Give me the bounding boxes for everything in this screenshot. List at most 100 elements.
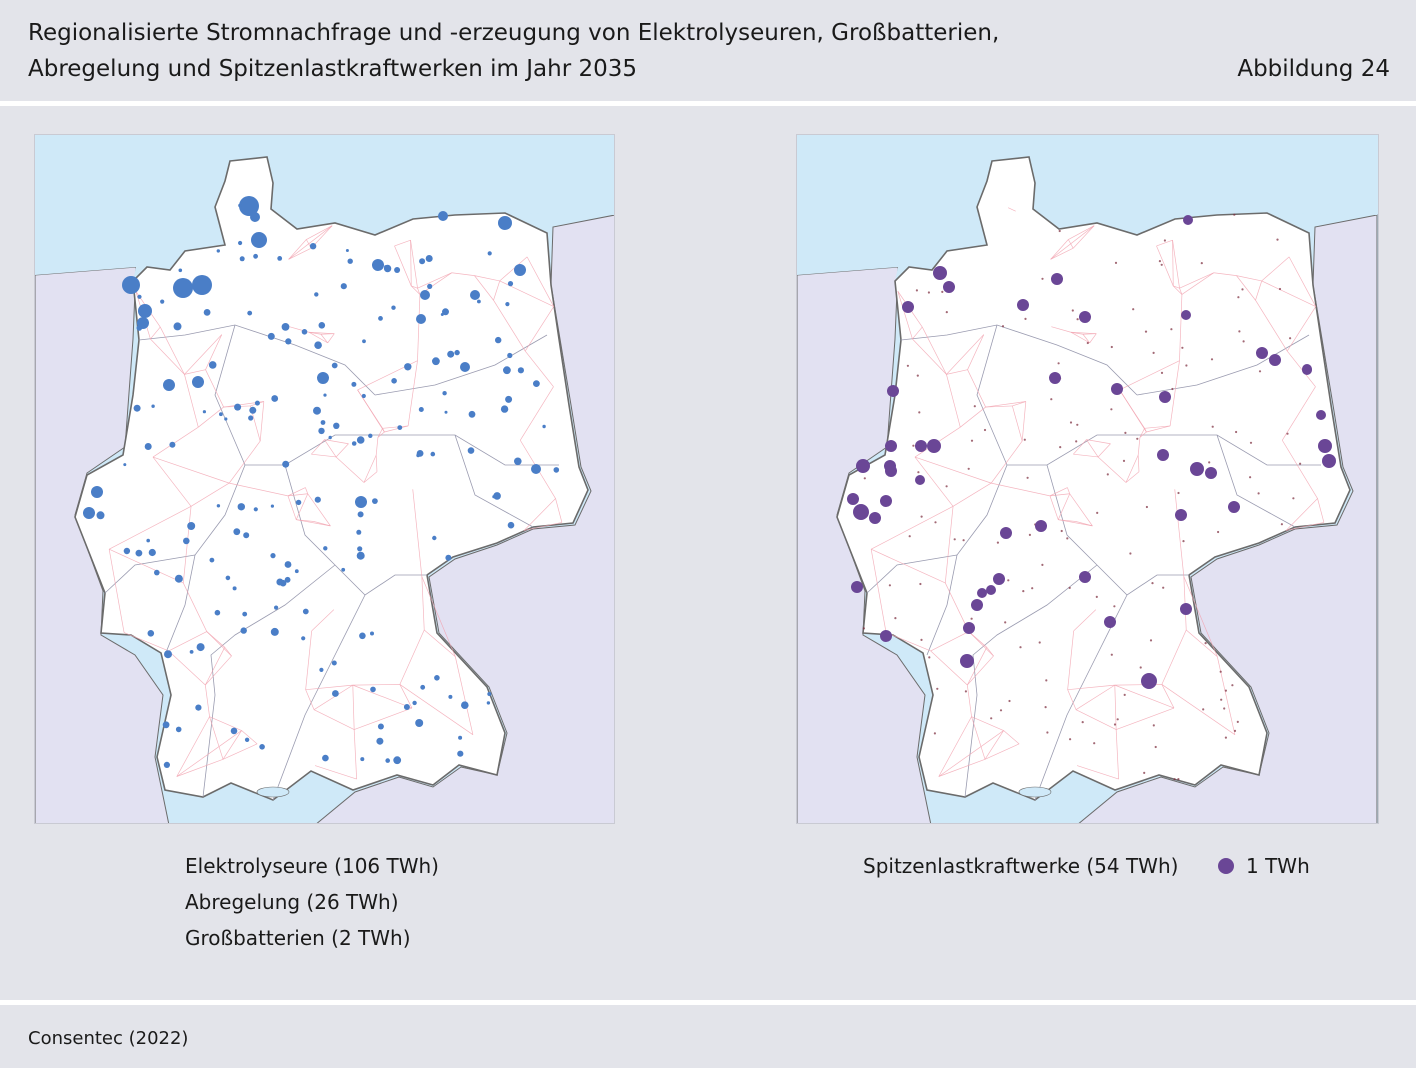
electrolyser-dot (144, 443, 152, 450)
grid-node-dot (928, 656, 931, 659)
grid-node-dot (1095, 595, 1098, 598)
legend-batteries: Großbatterien (2 TWh) (185, 926, 411, 950)
grid-line (311, 439, 325, 455)
grid-line (524, 306, 555, 352)
transmission-grid (870, 207, 1325, 780)
grid-line (288, 239, 307, 260)
grid-line (417, 288, 421, 295)
header-divider (0, 101, 1416, 106)
grid-node-dot (1171, 387, 1174, 391)
grid-line (454, 656, 474, 735)
electrolyser-dot (285, 338, 292, 345)
grid-line (991, 482, 1051, 497)
grid-line (123, 632, 169, 652)
electrolyser-dot (174, 574, 183, 583)
state-border (1136, 334, 1310, 396)
electrolyser-dot (372, 498, 378, 504)
electrolyser-dot (458, 735, 463, 740)
peak-plant-dot (856, 459, 870, 473)
peak-plant-dot (1181, 310, 1191, 320)
grid-line (1213, 272, 1237, 276)
electrolyser-dot (333, 422, 340, 429)
electrolyser-dot (249, 406, 257, 414)
grid-line (1058, 519, 1077, 522)
grid-node-dot (1241, 288, 1244, 291)
grid-line (1008, 207, 1016, 212)
legend-curtailment: Abregelung (26 TWh) (185, 890, 399, 914)
peak-plant-dot (1183, 215, 1193, 225)
electrolyser-dot (420, 290, 430, 300)
electrolyser-dot (251, 236, 256, 241)
grid-node-dot (1076, 423, 1079, 426)
electrolyser-dot (138, 304, 152, 318)
neighbor-country-west (797, 266, 932, 823)
electrolyser-dot (370, 686, 376, 693)
electrolyser-dot (356, 529, 362, 535)
peak-plant-dot (1079, 311, 1091, 323)
electrolyser-dots (83, 196, 560, 769)
grid-node-dot (1132, 308, 1135, 311)
grid-line (1179, 272, 1214, 289)
peak-plant-dot (1104, 616, 1116, 628)
electrolyser-dot (507, 521, 515, 529)
grid-line (1317, 498, 1325, 523)
grid-node-dot (1110, 653, 1113, 656)
grid-node-dot (1106, 473, 1109, 476)
grid-node-dot (1258, 370, 1262, 373)
grid-line (327, 333, 335, 344)
peak-plant-dot (977, 588, 987, 598)
grid-line (411, 285, 418, 289)
electrolyser-dot (239, 196, 259, 216)
grid-line (1285, 498, 1318, 531)
grid-node-dot (1023, 438, 1026, 441)
grid-line (417, 272, 452, 289)
grid-node-dot (953, 538, 956, 541)
electrolyser-dot (355, 496, 367, 508)
peak-plant-dot (1079, 571, 1091, 583)
grid-line (375, 455, 378, 472)
grid-line (335, 456, 365, 483)
grid-node-dot (1237, 296, 1240, 299)
grid-node-dot (1276, 238, 1279, 241)
grid-line (412, 489, 423, 577)
peak-plant-dot (1316, 410, 1326, 420)
grid-node-dot (1257, 492, 1260, 495)
electrolyser-dot (232, 586, 237, 591)
grid-node-dot (1024, 317, 1027, 320)
electrolyser-dot (271, 395, 279, 402)
grid-line (1286, 522, 1324, 531)
grid-line (971, 716, 1004, 731)
electrolyser-dot (438, 211, 448, 221)
grid-node-dot (1123, 693, 1126, 697)
grid-line (394, 245, 412, 287)
grid-line (1089, 333, 1097, 344)
electrolyser-dot (203, 309, 211, 316)
electrolyser-dot (250, 212, 260, 222)
figure-title-line-2: Abregelung und Spitzenlastkraftwerken im… (28, 56, 637, 82)
electrolyser-dot (331, 660, 337, 666)
grid-line (1067, 684, 1115, 691)
grid-line (296, 519, 315, 522)
peak-plant-dot (885, 440, 897, 452)
grid-node-dot (964, 690, 967, 693)
grid-node-dot (1045, 679, 1048, 682)
electrolyser-dot (323, 393, 327, 397)
grid-node-dot (1220, 698, 1223, 701)
grid-line (228, 440, 261, 484)
peak-plant-dot (993, 573, 1005, 585)
grid-line (352, 685, 355, 730)
electrolyser-dot (319, 667, 324, 673)
electrolyser-dot (514, 264, 526, 276)
electrolyser-dot (420, 684, 426, 690)
electrolyser-dot (378, 316, 383, 321)
state-border (138, 324, 376, 396)
grid-line (921, 326, 947, 375)
grid-node-dot (1114, 261, 1118, 264)
electrolyser-dot (328, 435, 332, 440)
grid-line (1115, 729, 1119, 780)
grid-line (1075, 709, 1117, 730)
electrolyser-dot (425, 255, 433, 262)
electrolyser-dot (393, 756, 402, 765)
grid-line (296, 519, 331, 527)
peak-plant-dot (902, 301, 914, 313)
